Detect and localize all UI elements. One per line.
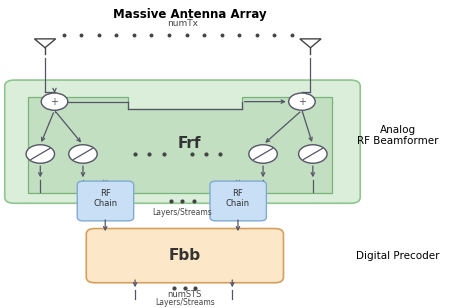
Text: numTx: numTx <box>167 19 198 28</box>
Text: +: + <box>298 97 306 107</box>
FancyBboxPatch shape <box>5 80 360 203</box>
Text: RF
Chain: RF Chain <box>93 189 117 208</box>
Polygon shape <box>28 97 332 192</box>
Circle shape <box>69 145 97 163</box>
Text: Massive Antenna Array: Massive Antenna Array <box>113 8 266 21</box>
FancyBboxPatch shape <box>210 181 266 221</box>
Text: +: + <box>51 97 58 107</box>
Circle shape <box>26 145 55 163</box>
Text: Layers/Streams: Layers/Streams <box>155 298 215 307</box>
Circle shape <box>299 145 327 163</box>
FancyBboxPatch shape <box>77 181 134 221</box>
Text: Analog
RF Beamformer: Analog RF Beamformer <box>357 125 439 146</box>
Circle shape <box>41 93 68 110</box>
Text: Fbb: Fbb <box>169 248 201 263</box>
Text: numSTS: numSTS <box>168 290 202 299</box>
FancyBboxPatch shape <box>86 229 283 283</box>
Text: Frf: Frf <box>178 136 201 151</box>
Circle shape <box>289 93 315 110</box>
Circle shape <box>249 145 277 163</box>
Text: RF
Chain: RF Chain <box>226 189 250 208</box>
Text: Layers/Streams: Layers/Streams <box>153 208 212 217</box>
Text: Digital Precoder: Digital Precoder <box>356 251 440 261</box>
